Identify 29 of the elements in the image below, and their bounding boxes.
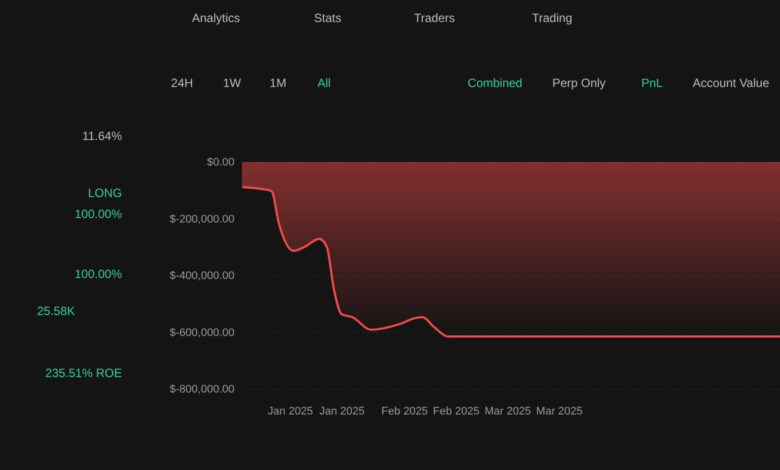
text: 100.00% [74, 207, 122, 221]
text: 1W [223, 76, 242, 90]
x-tick-label: Mar 2025 [484, 406, 532, 418]
text: Stats [314, 11, 342, 25]
y-tick-label: $-400,000.00 [170, 270, 234, 282]
text: All [317, 76, 331, 90]
text: Traders [414, 11, 455, 25]
y-tick-label: $0.00 [206, 156, 234, 168]
y-tick-label: $-800,000.00 [170, 384, 234, 396]
text: 1M [270, 76, 286, 90]
text: Trading [532, 11, 572, 25]
text: LONG [88, 186, 122, 200]
text: 235.51% ROE [45, 366, 122, 380]
text: Account Value [692, 76, 770, 90]
text: Perp Only [552, 76, 606, 90]
text: Combined [468, 76, 522, 90]
y-tick-label: $-200,000.00 [170, 213, 234, 226]
x-tick-label: Mar 2025 [536, 406, 583, 418]
text: 24H [170, 76, 194, 90]
x-tick-label: Feb 2025 [381, 406, 428, 418]
text: 100.00% [74, 267, 122, 281]
text: Analytics [192, 11, 240, 25]
text: 25.58K [37, 304, 76, 318]
text: PnL [641, 76, 663, 90]
text: 11.64% [82, 129, 122, 143]
x-tick-label: Feb 2025 [432, 406, 480, 418]
x-tick-label: Jan 2025 [268, 406, 314, 418]
x-tick-label: Jan 2025 [319, 406, 365, 418]
y-tick-label: $-600,000.00 [170, 326, 234, 339]
